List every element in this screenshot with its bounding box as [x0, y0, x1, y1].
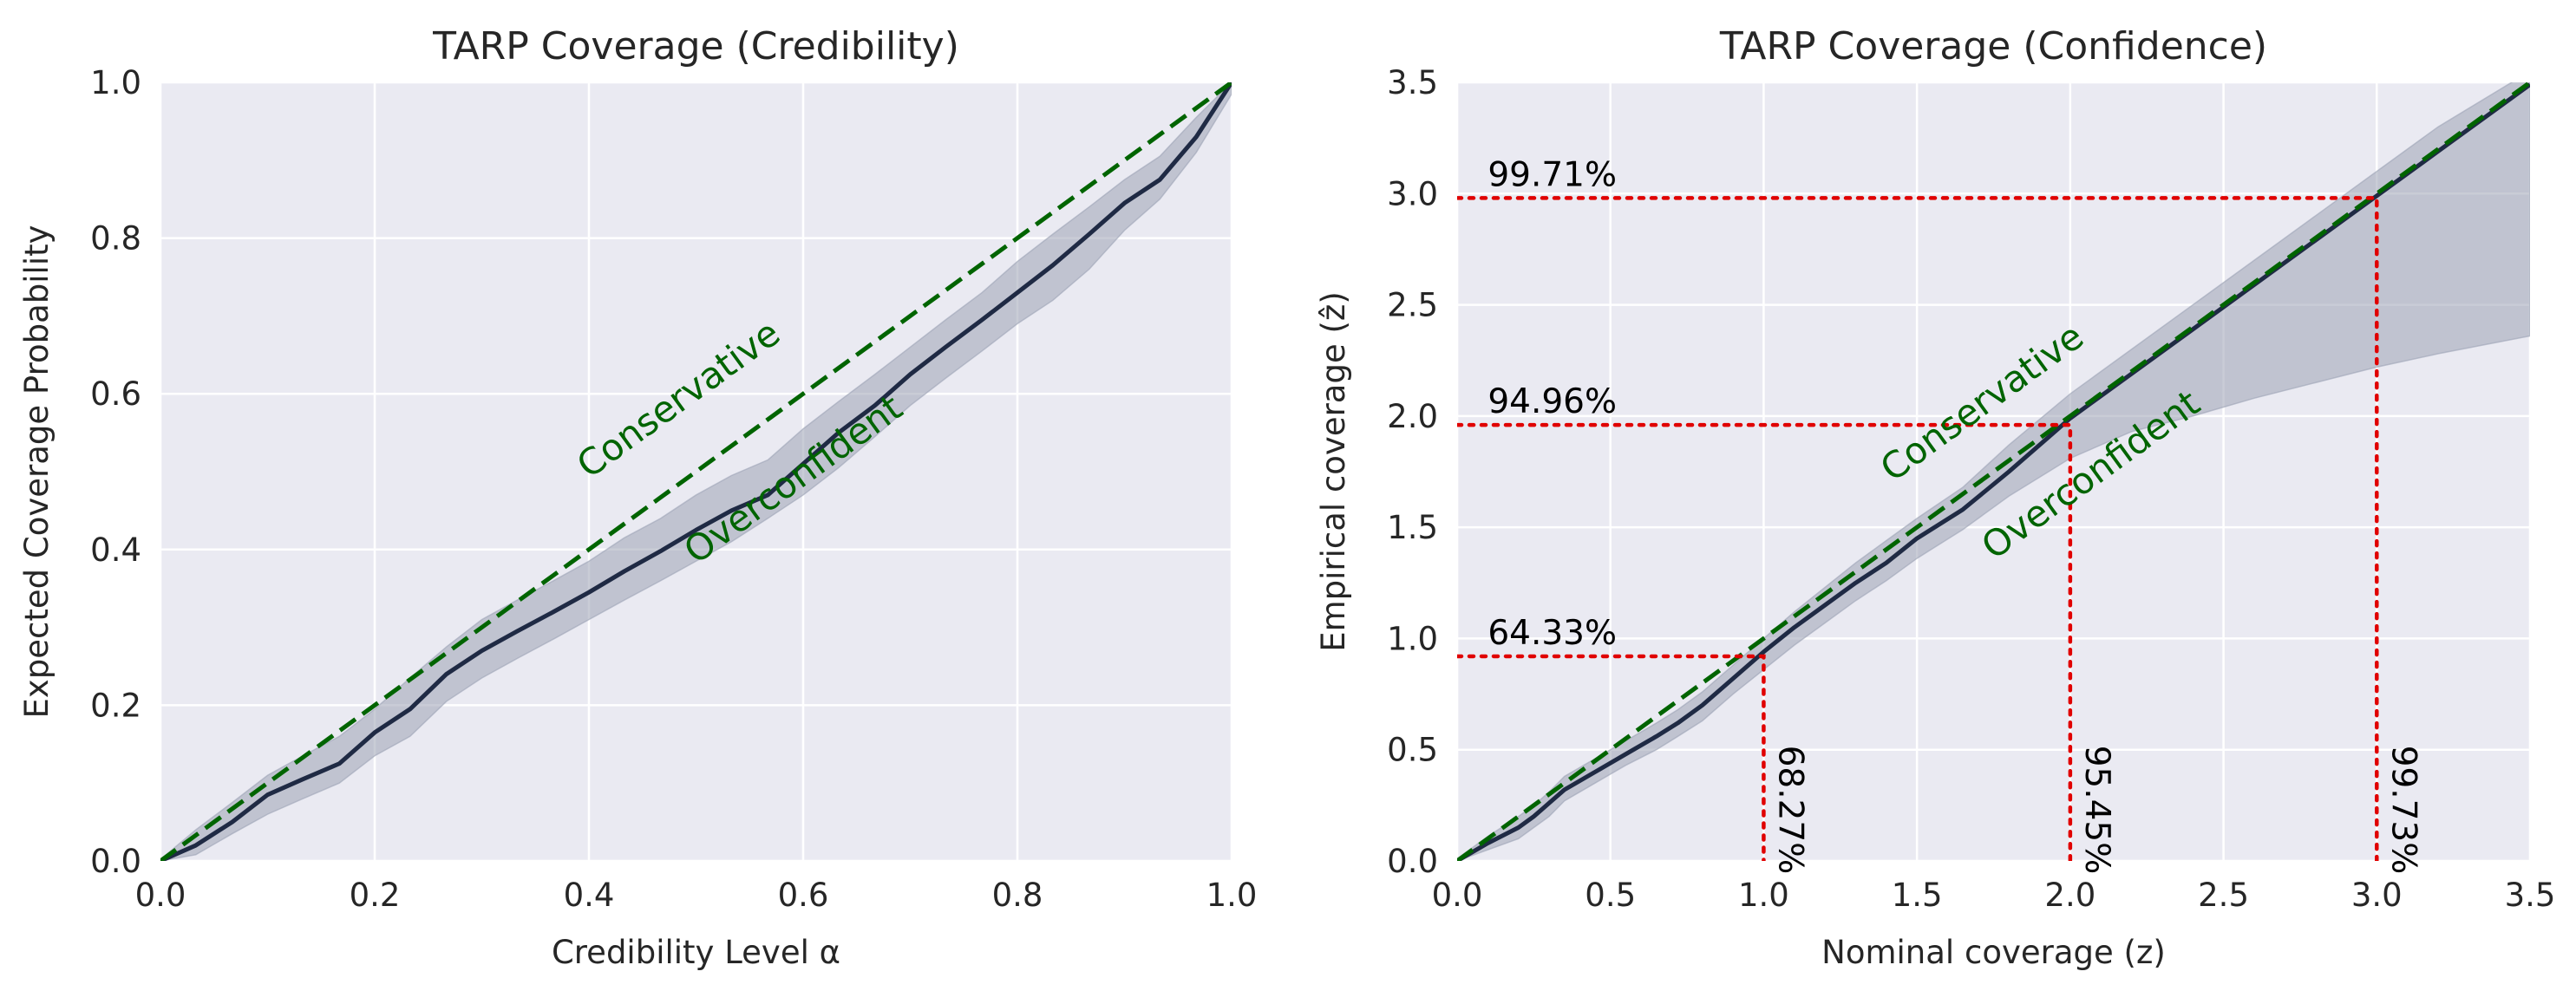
- marker-x-label: 99.73%: [2383, 746, 2422, 875]
- marker-guide-line: [1457, 422, 2073, 861]
- marker-y-label: 64.33%: [1487, 614, 1617, 653]
- y-tick-label: 1.5: [1387, 509, 1438, 546]
- confidence-chart: 0.0 0.5 1.0 1.5 2.0 2.5 3.0 3.5 0.0 0.5 1.0 1.5 2.0 2…: [1315, 24, 2555, 971]
- marker-x-label: 68.27%: [1770, 746, 1809, 875]
- x-tick-label: 3.5: [2505, 877, 2556, 914]
- credibility-chart: 0.0 0.2 0.4 0.6 0.8 1.00.00.20.40.60.81.0Cons…: [18, 24, 1257, 971]
- y-tick-label: 0.0: [90, 843, 141, 880]
- y-tick-label: 3.0: [1387, 175, 1438, 212]
- chart-title: TARP Coverage (Confidence): [1719, 24, 2267, 68]
- x-axis-label: Nominal coverage (z): [1821, 934, 2166, 971]
- y-axis-label: Expected Coverage Probability: [18, 225, 56, 718]
- x-tick-label: 0.2: [350, 877, 401, 914]
- y-tick-label: 0.5: [1387, 732, 1438, 769]
- marker-guide-line: [1457, 196, 2379, 861]
- x-tick-label: 1.0: [1738, 877, 1789, 914]
- chart-title: TARP Coverage (Credibility): [432, 24, 959, 68]
- y-tick-label: 0.6: [90, 375, 141, 413]
- y-tick-label: 0.2: [90, 687, 141, 724]
- x-tick-label: 2.0: [2044, 877, 2095, 914]
- y-tick-label: 0.8: [90, 220, 141, 258]
- y-tick-label: 2.5: [1387, 287, 1438, 324]
- marker-x-label: 95.45%: [2077, 746, 2116, 875]
- marker-guide-line: [1457, 654, 1766, 861]
- y-tick-label: 1.0: [1387, 620, 1438, 657]
- x-tick-label: 1.5: [1892, 877, 1943, 914]
- coverage-line: [160, 82, 1232, 861]
- plot-content: [1457, 82, 2530, 861]
- plot-content: [160, 82, 1232, 861]
- x-tick-label: 0.6: [778, 877, 829, 914]
- y-tick-label: 0.4: [90, 531, 141, 569]
- x-tick-label: 3.0: [2351, 877, 2403, 914]
- y-tick-label: 2.0: [1387, 398, 1438, 435]
- x-tick-label: 0.8: [992, 877, 1043, 914]
- y-axis-label: Empirical coverage (ẑ): [1315, 291, 1352, 652]
- x-tick-label: 0.5: [1585, 877, 1636, 914]
- x-tick-label: 0.0: [1432, 877, 1483, 914]
- x-tick-label: 0.0: [135, 877, 186, 914]
- marker-y-label: 99.71%: [1487, 155, 1617, 194]
- plot-area: [160, 82, 1232, 861]
- x-axis-label: Credibility Level α: [552, 934, 840, 971]
- x-tick-label: 1.0: [1206, 877, 1258, 914]
- x-tick-label: 2.5: [2198, 877, 2249, 914]
- y-tick-label: 3.5: [1387, 64, 1438, 101]
- y-tick-label: 0.0: [1387, 843, 1438, 880]
- x-tick-label: 0.4: [564, 877, 615, 914]
- marker-y-label: 94.96%: [1487, 382, 1617, 421]
- y-tick-label: 1.0: [90, 64, 141, 101]
